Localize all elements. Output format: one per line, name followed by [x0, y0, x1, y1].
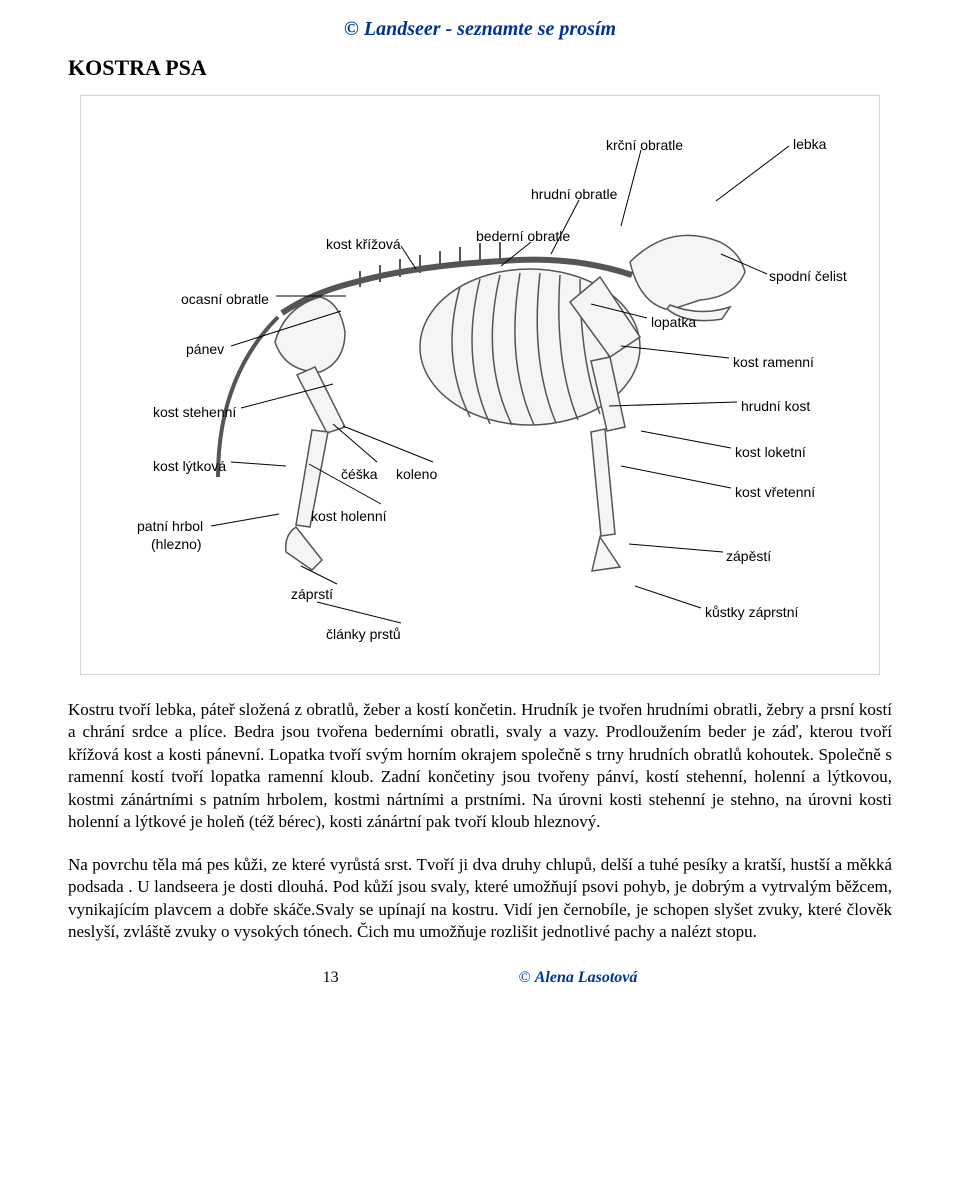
bone-label-patni-hrbol: patní hrbol: [137, 518, 203, 534]
bone-label-spodni-celist: spodní čelist: [769, 268, 847, 284]
bone-label-koleno: koleno: [396, 466, 437, 482]
bone-label-lebka: lebka: [793, 136, 826, 152]
bone-label-hrudni-obratle: hrudní obratle: [531, 186, 617, 202]
copyright-glyph: ©: [344, 18, 359, 40]
bone-label-kost-ramenni: kost ramenní: [733, 354, 814, 370]
bone-label-panev: pánev: [186, 341, 224, 357]
bone-label-kost-holenni: kost holenní: [311, 508, 387, 524]
bone-label-clanky-prstu: články prstů: [326, 626, 401, 642]
bone-label-bederni-obratle: bederní obratle: [476, 228, 570, 244]
bone-label-ceska: čéška: [341, 466, 378, 482]
leader-lines: [81, 96, 881, 676]
bone-label-kustky-zaprstni: kůstky záprstní: [705, 604, 798, 620]
bone-label-kost-loketni: kost loketní: [735, 444, 806, 460]
bone-label-zapesti: zápěstí: [726, 548, 771, 564]
bone-label-kost-lytkova: kost lýtková: [153, 458, 226, 474]
bone-label-kost-krizova: kost křížová: [326, 236, 401, 252]
paragraph-1: Kostru tvoří lebka, páteř složená z obra…: [68, 699, 892, 834]
bone-label-zaprsti: záprstí: [291, 586, 333, 602]
footer-copyright-glyph: ©: [519, 969, 531, 986]
page-number: 13: [323, 969, 339, 987]
footer: 13 © Alena Lasotová: [60, 969, 900, 987]
bone-label-kost-stehenni: kost stehenní: [153, 404, 236, 420]
headline-title: Landseer - seznamte se prosím: [364, 18, 616, 40]
paragraph-2: Na povrchu těla má pes kůži, ze které vy…: [68, 854, 892, 944]
bone-label-lopatka: lopatka: [651, 314, 696, 330]
section-title: KOSTRA PSA: [68, 55, 900, 81]
skeleton-diagram: lebka krční obratle hrudní obratle bederní …: [80, 95, 880, 675]
bone-label-kost-vretenni: kost vřetenní: [735, 484, 815, 500]
bone-label-krcni-obratle: krční obratle: [606, 137, 683, 153]
bone-label-hlezno: (hlezno): [151, 536, 202, 552]
bone-label-ocasni-obratle: ocasní obratle: [181, 291, 269, 307]
page-headline: © Landseer - seznamte se prosím: [60, 18, 900, 41]
footer-author: Alena Lasotová: [535, 969, 638, 986]
page: © Landseer - seznamte se prosím KOSTRA P…: [0, 0, 960, 1017]
bone-label-hrudni-kost: hrudní kost: [741, 398, 810, 414]
